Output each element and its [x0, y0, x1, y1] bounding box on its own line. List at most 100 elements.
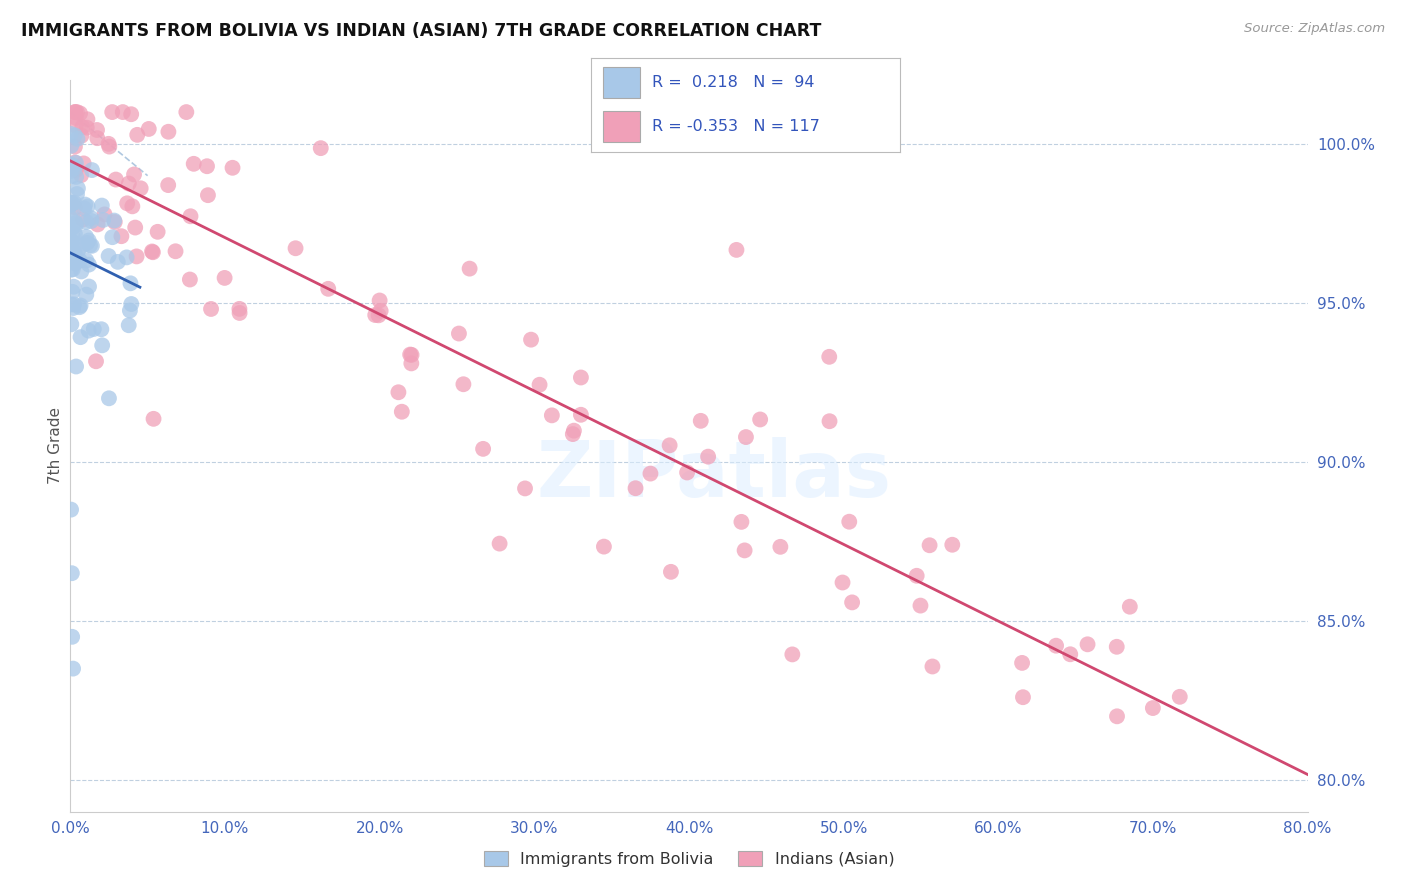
Point [129, 181, 152, 195]
Point [284, 241, 307, 255]
Point [125, 249, 148, 263]
Point [179, 272, 201, 286]
Point [75, 253, 97, 268]
Point [72, 238, 94, 252]
Point [60, 196, 83, 211]
Point [921, 659, 943, 673]
Point [1011, 656, 1033, 670]
Point [60, 161, 83, 175]
Point [458, 261, 481, 276]
Point [910, 599, 932, 613]
Point [689, 414, 711, 428]
Point [749, 412, 772, 426]
Point [101, 105, 124, 120]
Point [1168, 690, 1191, 704]
Point [63, 105, 86, 120]
Point [453, 377, 475, 392]
Point [697, 450, 720, 464]
Point [118, 177, 141, 191]
Point [73, 202, 96, 216]
Point [1077, 637, 1099, 651]
Point [769, 540, 792, 554]
Point [368, 293, 391, 308]
Point [141, 244, 163, 259]
Point [86, 123, 108, 137]
Point [65, 169, 87, 184]
Point [725, 243, 748, 257]
Point [200, 301, 222, 316]
Point [124, 220, 146, 235]
Point [1119, 599, 1142, 614]
Point [97, 249, 120, 263]
Point [60, 240, 83, 254]
Point [1059, 647, 1081, 661]
Point [142, 245, 165, 260]
Point [73, 156, 96, 170]
Point [65, 255, 87, 269]
Point [75, 287, 97, 301]
Point [401, 356, 423, 370]
Point [118, 303, 141, 318]
Point [63, 227, 86, 241]
Point [63, 155, 86, 169]
Point [80, 211, 103, 226]
Point [63, 161, 86, 175]
Point [370, 304, 392, 318]
Point [561, 427, 583, 442]
Point [101, 230, 124, 244]
Point [83, 322, 105, 336]
Point [176, 105, 198, 120]
Point [62, 285, 84, 299]
Point [77, 279, 100, 293]
Point [62, 262, 84, 277]
Point [195, 159, 218, 173]
Point [782, 648, 804, 662]
Point [65, 111, 87, 125]
Point [63, 105, 86, 120]
Point [91, 338, 114, 352]
Point [399, 347, 422, 361]
Point [80, 163, 103, 178]
Point [735, 430, 758, 444]
Point [60, 262, 83, 277]
Point [66, 181, 89, 195]
Point [905, 568, 928, 582]
Point [67, 243, 90, 257]
Point [562, 424, 585, 438]
Point [84, 354, 107, 368]
Point [818, 350, 841, 364]
Point [69, 299, 91, 313]
Point [97, 136, 120, 151]
Point [831, 575, 853, 590]
Point [62, 279, 84, 293]
Point [65, 163, 87, 178]
Text: R = -0.353   N = 117: R = -0.353 N = 117 [652, 119, 820, 134]
Point [165, 244, 187, 259]
Point [77, 324, 100, 338]
Point [676, 466, 699, 480]
Y-axis label: 7th Grade: 7th Grade [48, 408, 63, 484]
Point [60, 246, 83, 260]
FancyBboxPatch shape [603, 68, 640, 98]
Point [76, 112, 98, 127]
Point [367, 308, 389, 322]
Point [65, 219, 87, 233]
Point [941, 538, 963, 552]
Point [59, 127, 82, 141]
Point [62, 229, 84, 244]
Point [734, 543, 756, 558]
Point [569, 370, 592, 384]
Point [1105, 709, 1128, 723]
Point [75, 229, 97, 244]
Point [658, 438, 681, 452]
Point [593, 540, 616, 554]
Point [76, 199, 98, 213]
Point [70, 168, 93, 182]
Point [77, 234, 100, 248]
FancyBboxPatch shape [603, 112, 640, 142]
Point [659, 565, 682, 579]
Point [513, 482, 536, 496]
Point [69, 300, 91, 314]
Text: IMMIGRANTS FROM BOLIVIA VS INDIAN (ASIAN) 7TH GRADE CORRELATION CHART: IMMIGRANTS FROM BOLIVIA VS INDIAN (ASIAN… [21, 22, 821, 40]
Point [1142, 701, 1164, 715]
